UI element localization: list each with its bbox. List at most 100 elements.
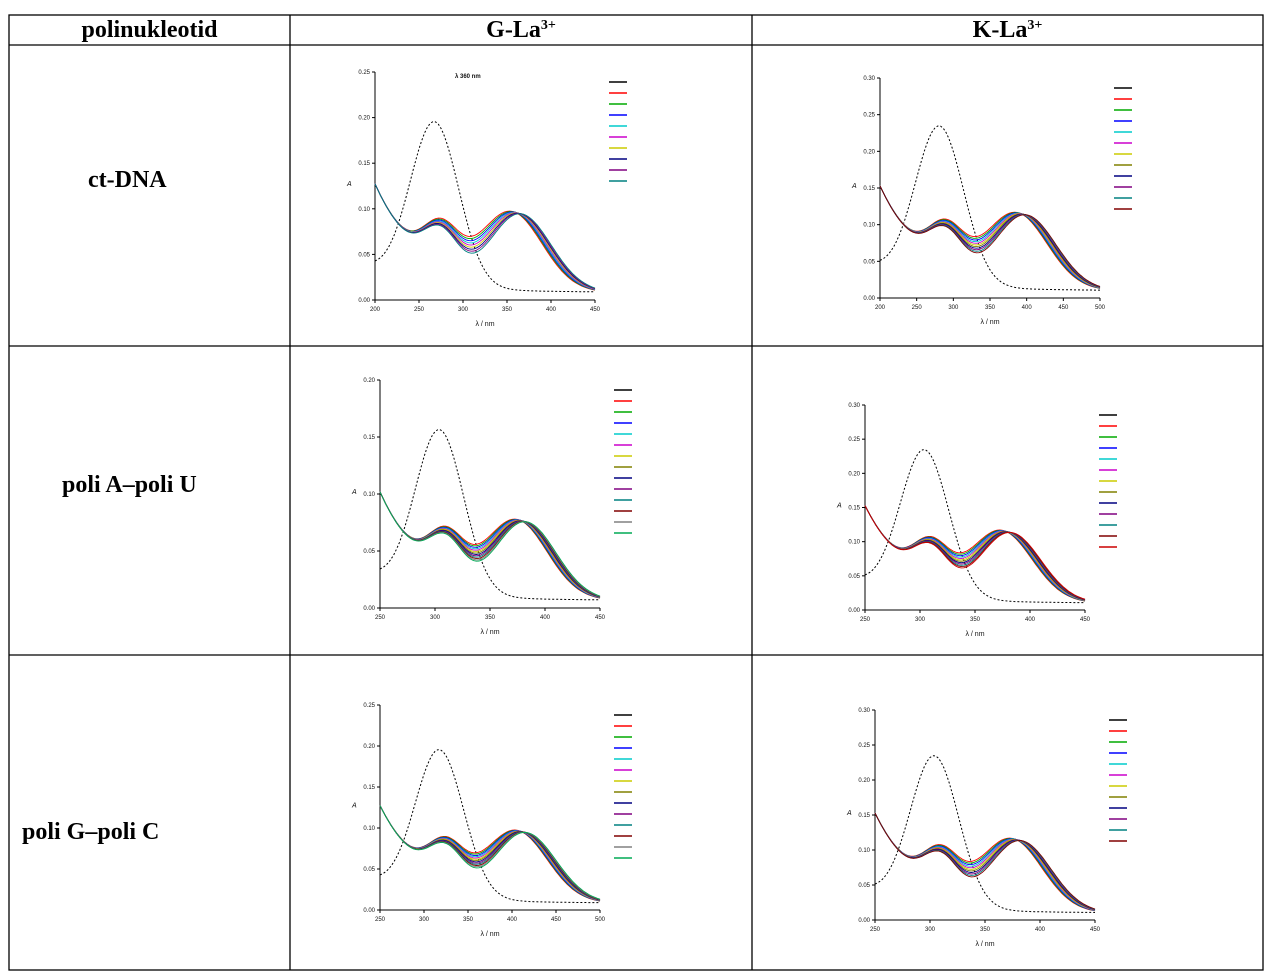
header-k-la: K-La 3+: [752, 16, 1263, 44]
x-tick-label: 250: [912, 305, 923, 311]
x-tick-label: 350: [970, 617, 981, 623]
y-axis-label: A: [346, 181, 352, 188]
y-tick-label: 0.00: [363, 606, 375, 612]
x-tick-label: 350: [502, 307, 513, 313]
reference-curve: [879, 125, 1100, 291]
y-axis-label: A: [846, 810, 852, 817]
series-line: [864, 505, 1086, 602]
x-tick-label: 400: [540, 615, 551, 621]
x-axis-label: λ / nm: [480, 629, 499, 636]
y-tick-label: 0.30: [848, 403, 860, 409]
x-axis-label: λ / nm: [980, 319, 999, 326]
series-line: [879, 185, 1101, 287]
x-tick-label: 350: [985, 305, 996, 311]
y-tick-label: 0.25: [848, 437, 860, 443]
y-tick-label: 0.15: [858, 813, 870, 819]
x-tick-label: 350: [980, 927, 991, 933]
reference-curve: [874, 755, 1096, 913]
series-line: [879, 185, 1101, 289]
y-tick-label: 0.10: [863, 223, 875, 229]
series-line: [379, 805, 601, 900]
header-polinukleotid: polinukleotid: [9, 16, 290, 44]
header-sup: 3+: [540, 18, 556, 33]
annotation: λ 360 nm: [455, 74, 481, 80]
series-line: [379, 805, 601, 901]
y-tick-label: 0.25: [363, 703, 375, 709]
x-tick-label: 300: [458, 307, 469, 313]
y-axis-label: A: [351, 489, 357, 496]
header-g-la: G-La 3+: [290, 16, 752, 44]
x-tick-label: 300: [915, 617, 926, 623]
y-tick-label: 0.30: [858, 708, 870, 714]
x-tick-label: 400: [1025, 617, 1036, 623]
header-text: polinukleotid: [81, 16, 218, 43]
y-tick-label: 0.15: [863, 186, 875, 192]
row-label-poli-g-poli-c: poli G–poli C: [22, 818, 160, 845]
header-text: K-La: [972, 16, 1028, 43]
x-tick-label: 350: [485, 615, 496, 621]
chart-ctdna-g-la: 0.00 0.05 0.10 0.15 0.20 0.25 200 250 300 350 400 4…: [325, 52, 725, 340]
x-tick-label: 300: [948, 305, 959, 311]
y-tick-label: 0.20: [363, 378, 375, 384]
y-tick-label: 0.10: [358, 207, 370, 213]
y-tick-label: 0.15: [363, 785, 375, 791]
x-tick-label: 400: [1035, 927, 1046, 933]
y-tick-label: 0.15: [358, 161, 370, 167]
y-axis-label: A: [836, 503, 842, 510]
x-tick-label: 250: [375, 917, 386, 923]
y-tick-label: 0.05: [358, 252, 370, 258]
x-tick-label: 450: [595, 615, 606, 621]
chart-polia-k-la: 0.00 0.05 0.10 0.15 0.20 0.25 0.30 250 300 350 400…: [815, 385, 1215, 650]
chart-polig-g-la: 0.00 0.05 0.10 0.15 0.20 0.25 250 300 350 400 450 5…: [330, 685, 730, 950]
x-tick-label: 500: [1095, 305, 1106, 311]
chart-polig-k-la: 0.00 0.05 0.10 0.15 0.20 0.25 0.30 250 300 350 400…: [825, 690, 1225, 960]
series-line: [874, 812, 1096, 911]
x-tick-label: 350: [463, 917, 474, 923]
y-axis-label: A: [351, 803, 357, 810]
y-axis-label: A: [851, 183, 857, 190]
x-tick-label: 450: [1080, 617, 1091, 623]
series-line: [864, 505, 1086, 602]
y-tick-label: 0.20: [358, 116, 370, 122]
row-label-ct-dna: ct-DNA: [88, 166, 167, 193]
series-line: [864, 505, 1086, 600]
row-label-poli-a-poli-u: poli A–poli U: [62, 471, 197, 498]
series-line: [864, 505, 1086, 601]
x-tick-label: 300: [925, 927, 936, 933]
series-line: [864, 505, 1086, 602]
y-tick-label: 0.05: [363, 867, 375, 873]
x-tick-label: 450: [1090, 927, 1101, 933]
y-tick-label: 0.30: [863, 76, 875, 82]
x-tick-label: 250: [860, 617, 871, 623]
x-tick-label: 400: [507, 917, 518, 923]
y-tick-label: 0.15: [848, 506, 860, 512]
series-line: [374, 183, 596, 289]
series-line: [379, 491, 601, 598]
y-tick-label: 0.10: [858, 848, 870, 854]
y-tick-label: 0.05: [848, 574, 860, 580]
x-tick-label: 250: [870, 927, 881, 933]
x-tick-label: 450: [1058, 305, 1069, 311]
x-tick-label: 450: [551, 917, 562, 923]
header-sup: 3+: [1027, 18, 1043, 33]
x-tick-label: 400: [1022, 305, 1033, 311]
y-tick-label: 0.05: [863, 259, 875, 265]
y-tick-label: 0.00: [848, 608, 860, 614]
x-tick-label: 500: [595, 917, 606, 923]
series-line: [379, 491, 601, 597]
x-tick-label: 200: [875, 305, 886, 311]
y-tick-label: 0.15: [363, 435, 375, 441]
x-axis-label: λ / nm: [475, 321, 494, 328]
y-tick-label: 0.00: [363, 908, 375, 914]
x-axis-label: λ / nm: [975, 941, 994, 948]
header-text: G-La: [486, 16, 541, 43]
series-line: [374, 183, 596, 290]
y-tick-label: 0.05: [858, 883, 870, 889]
y-tick-label: 0.20: [863, 149, 875, 155]
x-axis-label: λ / nm: [965, 631, 984, 638]
y-tick-label: 0.20: [858, 778, 870, 784]
y-tick-label: 0.00: [358, 298, 370, 304]
x-tick-label: 300: [430, 615, 441, 621]
